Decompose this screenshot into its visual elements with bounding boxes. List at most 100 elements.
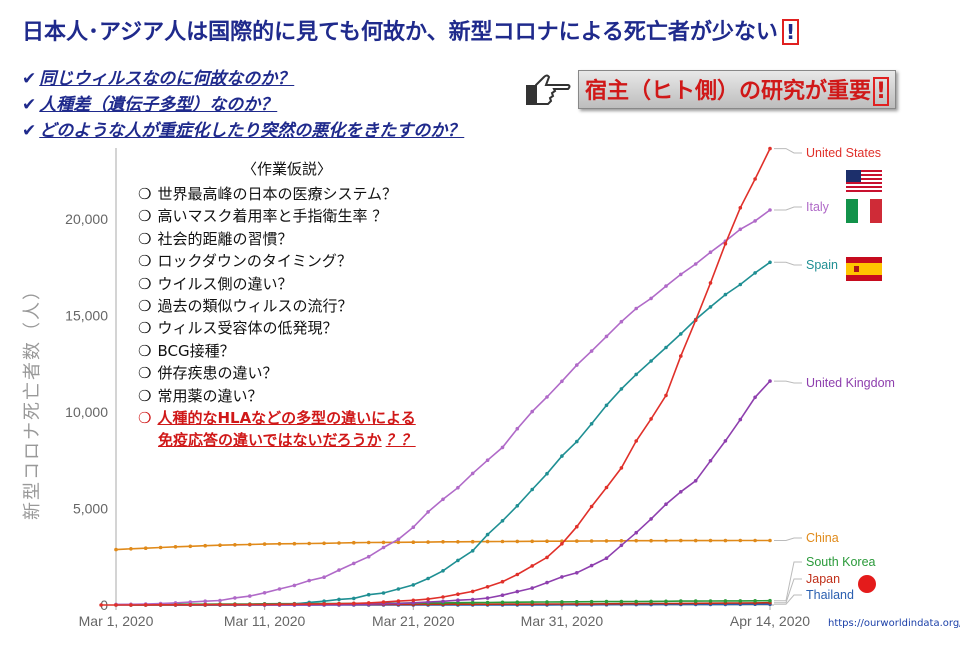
data-point: [723, 292, 728, 297]
data-point: [634, 306, 638, 311]
question-text: どのような人が重症化したり突然の悪化をきたすのか？: [39, 121, 465, 141]
question-item: ✔ 人種差（遺伝子多型）なのか？: [22, 92, 464, 118]
data-point: [411, 540, 416, 544]
data-point: [352, 540, 356, 545]
host-research-callout: 宿主（ヒト側）の研究が重要!: [524, 70, 897, 109]
data-point: [560, 600, 564, 604]
data-point: [693, 318, 698, 323]
data-point: [426, 540, 430, 544]
data-point: [188, 544, 193, 549]
data-point: [129, 603, 133, 607]
data-point: [753, 177, 757, 181]
callout-text: 宿主（ヒト側）の研究が重要: [585, 79, 872, 104]
title-exclamation-mark: !: [781, 19, 800, 45]
data-point: [708, 459, 713, 463]
data-point: [426, 597, 430, 601]
y-tick-label: 10,000: [65, 404, 108, 420]
data-point: [337, 568, 341, 572]
data-point: [634, 599, 638, 604]
data-point: [500, 600, 505, 605]
data-point: [441, 599, 445, 604]
series-label-connector: [774, 206, 802, 211]
data-point: [366, 601, 371, 605]
data-point: [322, 541, 326, 546]
x-tick-label: Apr 14, 2020: [730, 613, 810, 629]
page-title: 日本人･アジア人は国際的に見ても何故か、新型コロナによる死亡者が少ない!: [22, 14, 800, 46]
data-point: [693, 262, 698, 266]
x-tick-label: Mar 1, 2020: [79, 613, 154, 629]
data-point: [738, 538, 743, 543]
data-point: [188, 600, 193, 604]
data-point: [500, 593, 505, 597]
hypothesis-item: ❍ 社会的距離の習慣？: [138, 228, 416, 250]
data-point: [456, 558, 460, 563]
data-point: [619, 543, 624, 548]
series-label-connector: [774, 380, 802, 384]
data-point: [530, 409, 534, 414]
data-point: [99, 603, 103, 607]
data-point: [233, 596, 237, 600]
data-point: [545, 555, 549, 560]
data-point: [545, 580, 549, 585]
data-point: [649, 417, 653, 421]
series-label-connector: [774, 578, 802, 604]
data-point: [411, 601, 416, 605]
data-point: [277, 602, 282, 607]
data-point: [426, 510, 430, 514]
data-point: [470, 597, 475, 602]
data-point: [262, 602, 267, 607]
source-link[interactable]: https://ourworldindata.org/: [828, 618, 960, 629]
data-point: [723, 241, 728, 246]
data-point: [530, 586, 534, 590]
data-point: [515, 504, 520, 508]
data-point: [530, 487, 534, 492]
data-point: [679, 332, 683, 336]
data-point: [738, 227, 743, 232]
callout-exclamation-mark: !: [873, 77, 890, 106]
series-label-connector: [774, 537, 802, 542]
data-point: [292, 583, 297, 588]
data-point: [352, 561, 356, 566]
data-point: [485, 585, 490, 589]
data-point: [277, 587, 282, 591]
data-point: [203, 599, 207, 603]
x-tick-label: Mar 31, 2020: [521, 613, 604, 629]
data-point: [575, 539, 579, 543]
data-point: [545, 395, 549, 399]
hypothesis-item: ❍ 常用薬の違い？: [138, 385, 416, 407]
circle-bullet-icon: ❍: [138, 319, 152, 338]
hypothesis-text: 常用薬の違い？: [157, 386, 263, 405]
data-point: [396, 537, 401, 542]
chart-series: [99, 146, 772, 607]
data-point: [575, 571, 579, 575]
data-point: [530, 564, 534, 568]
data-point: [768, 260, 772, 265]
hypothesis-highlight-text2: 免疫応答の違いではないだろうか: [158, 431, 382, 450]
data-point: [575, 439, 579, 444]
hypothesis-item: ❍ ウイルス側の違い？: [138, 273, 416, 295]
hypothesis-item: ❍ ロックダウンのタイミング？: [138, 250, 416, 272]
data-point: [322, 599, 326, 603]
y-tick-label: 20,000: [65, 211, 108, 227]
data-point: [114, 603, 118, 607]
data-point: [768, 208, 772, 212]
data-point: [396, 587, 401, 591]
data-point: [500, 519, 505, 523]
question-item: ✔ 同じウィルスなのに何故なのか？: [22, 66, 464, 92]
data-point: [693, 538, 698, 543]
data-point: [322, 602, 326, 606]
data-point: [649, 517, 653, 521]
data-point: [381, 540, 386, 545]
data-point: [664, 599, 668, 604]
data-point: [530, 539, 534, 544]
y-tick-label: 15,000: [65, 308, 108, 324]
data-point: [441, 569, 445, 573]
data-point: [352, 601, 356, 606]
series-label: South Korea: [806, 555, 876, 569]
hypothesis-item: ❍ 過去の類似ウィルスの流行？: [138, 295, 416, 317]
data-point: [470, 471, 475, 476]
data-point: [768, 146, 772, 151]
series-label: Japan: [806, 572, 840, 586]
data-point: [248, 594, 252, 598]
